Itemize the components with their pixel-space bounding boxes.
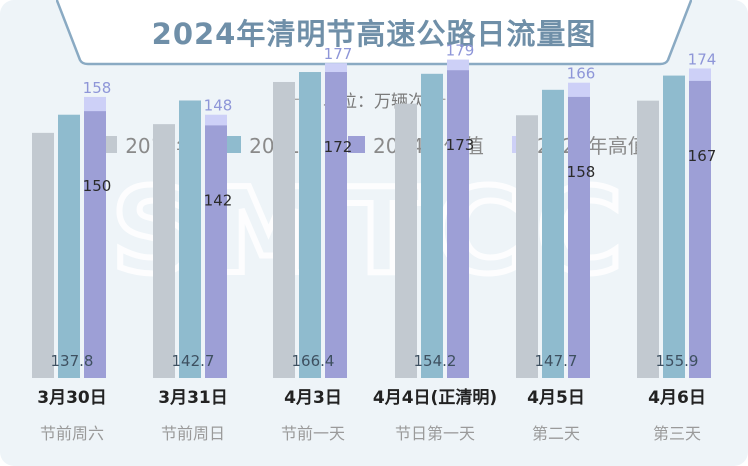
category-label: 4月3日 <box>284 388 342 408</box>
data-label-2024-low: 167 <box>688 147 717 165</box>
data-label-2019: 166.4 <box>292 352 335 370</box>
category-subtitle: 第二天 <box>532 424 580 443</box>
data-label-2024-high: 166 <box>567 65 596 83</box>
bar-2021 <box>58 114 80 378</box>
bar-2024-low <box>568 96 590 378</box>
chart-title: 2024年清明节高速公路日流量图 <box>151 17 597 51</box>
data-label-2019: 155.9 <box>656 352 699 370</box>
data-label-2019: 154.2 <box>414 352 457 370</box>
data-label-2024-low: 158 <box>567 163 596 181</box>
title-banner <box>56 0 692 66</box>
bar-2019 <box>153 124 175 378</box>
bar-2024-low <box>84 111 106 378</box>
bar-2024-low <box>447 70 469 379</box>
data-label-2024-low: 150 <box>83 177 112 195</box>
category-label: 3月30日 <box>37 388 107 408</box>
bar-2019 <box>32 132 54 378</box>
category-subtitle: 节前周六 <box>40 424 104 443</box>
data-label-2024-low: 172 <box>324 138 353 156</box>
category-subtitle: 第三天 <box>653 424 701 443</box>
data-label-2019: 137.8 <box>51 352 94 370</box>
category-label: 4月5日 <box>527 388 585 408</box>
data-label-2024-high: 148 <box>204 97 233 115</box>
category-subtitle: 节日第一天 <box>395 424 475 443</box>
bar-2021 <box>421 73 443 379</box>
legend-swatch <box>348 135 365 153</box>
data-label-2024-low: 142 <box>204 191 233 209</box>
bar-2024-low <box>205 125 227 379</box>
category-subtitle: 节前一天 <box>281 424 345 443</box>
data-label-2024-high: 179 <box>446 42 475 60</box>
data-label-2024-high: 174 <box>688 50 717 68</box>
bar-2021 <box>299 72 321 378</box>
bar-2019 <box>637 100 659 378</box>
category-label: 4月6日 <box>648 388 706 408</box>
data-label-2019: 147.7 <box>535 352 578 370</box>
bar-2021 <box>663 75 685 378</box>
bar-2024-low <box>689 80 711 379</box>
bar-2019 <box>273 81 295 378</box>
data-label-2024-low: 173 <box>446 136 475 154</box>
title-banner-shape <box>56 0 692 66</box>
data-label-2024-high: 177 <box>324 45 353 63</box>
bar-2021 <box>179 100 201 379</box>
legend-swatch <box>224 135 242 153</box>
data-label-2019: 142.7 <box>172 352 215 370</box>
bar-2019 <box>516 115 538 378</box>
bar-2024-low <box>325 72 347 378</box>
bar-2019 <box>395 103 417 379</box>
category-subtitle: 节前周日 <box>161 424 225 443</box>
data-label-2024-high: 158 <box>83 79 112 97</box>
category-label: 4月4日(正清明) <box>373 387 497 408</box>
bar-2021 <box>542 89 564 379</box>
category-label: 3月31日 <box>158 388 228 408</box>
